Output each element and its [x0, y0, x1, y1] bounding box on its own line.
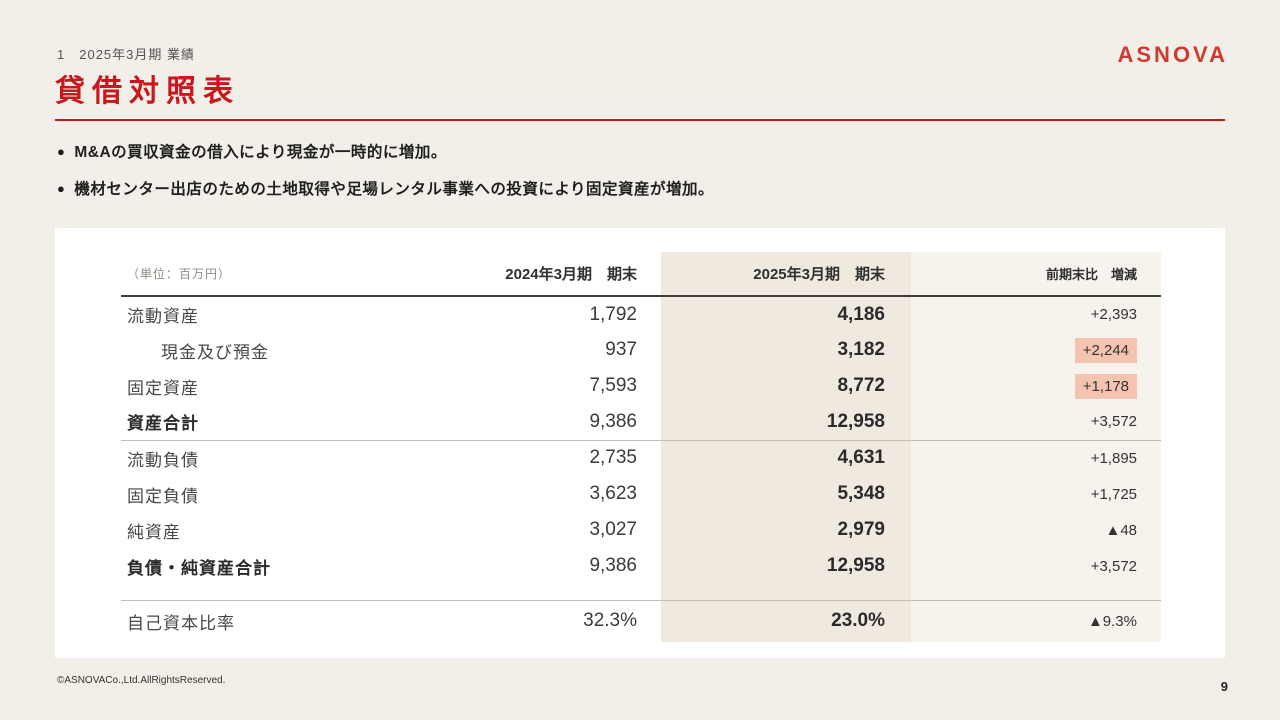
value-2025: 12,958 [661, 548, 911, 584]
value-diff: +3,572 [911, 404, 1161, 441]
table-row-equity-ratio: 自己資本比率 32.3% 23.0% ▲9.3% [121, 599, 1161, 642]
column-header-2025: 2025年3月期 期末 [661, 252, 911, 297]
value-2024: 7,593 [589, 375, 637, 396]
spacer-row [121, 584, 1161, 600]
value-2024: 2,735 [589, 447, 637, 469]
value-2025: 4,186 [661, 296, 911, 332]
value-diff: +2,244 [911, 332, 1161, 368]
header-eyebrow: 1 2025年3月期 業績 [57, 47, 195, 62]
page-title: 貸借対照表 [55, 75, 240, 108]
page-number: 9 [1220, 679, 1228, 694]
value-diff: +3,572 [911, 548, 1161, 584]
row-label: 流動負債 [127, 450, 199, 470]
table-row-total-assets: 資産合計 9,386 12,958 +3,572 [121, 404, 1161, 441]
table-row-total-liabilities-net-assets: 負債・純資産合計 9,386 12,958 +3,572 [121, 548, 1161, 584]
bullet-item: M&Aの買収資金の借入により現金が一時的に増加。 [57, 140, 714, 162]
table-row-current-liabilities: 流動負債 2,735 4,631 +1,895 [121, 440, 1161, 476]
value-2024: 9,386 [446, 404, 661, 441]
diff-highlight: +2,244 [1074, 337, 1137, 363]
table-row-net-assets: 純資産 3,027 2,979 ▲48 [121, 512, 1161, 548]
value-2024: 3,027 [589, 519, 637, 540]
value-2024: 3,623 [589, 483, 637, 504]
value-diff: +1,895 [911, 440, 1161, 476]
row-label: 純資産 [127, 522, 181, 542]
unit-label: （単位：百万円） [121, 252, 446, 297]
table-header-row: （単位：百万円） 2024年3月期 期末 2025年3月期 期末 前期末比 増減 [121, 252, 1161, 297]
brand-logo: ASNOVA [1117, 42, 1228, 67]
value-2025: 8,772 [661, 368, 911, 404]
footer-copyright: ©ASNOVACo.,Ltd.AllRightsReserved. [57, 675, 226, 686]
value-2024: 937 [605, 339, 637, 360]
column-header-diff: 前期末比 増減 [911, 252, 1161, 297]
bullet-text: 機材センター出店のための土地取得や足場レンタル事業への投資により固定資産が増加。 [74, 181, 715, 198]
value-2025: 3,182 [661, 332, 911, 368]
table-row-cash-deposits: 現金及び預金 937 3,182 +2,244 [121, 332, 1161, 368]
table-row-current-assets: 流動資産 1,792 4,186 +2,393 [121, 296, 1161, 332]
row-label: 現金及び預金 [161, 342, 269, 362]
bullet-list: M&Aの買収資金の借入により現金が一時的に増加。 機材センター出店のための土地取… [57, 140, 714, 214]
bullet-item: 機材センター出店のための土地取得や足場レンタル事業への投資により固定資産が増加。 [57, 177, 714, 199]
table-row-fixed-liabilities: 固定負債 3,623 5,348 +1,725 [121, 476, 1161, 512]
value-2025: 4,631 [661, 440, 911, 476]
value-diff: ▲9.3% [911, 599, 1161, 642]
value-2025: 12,958 [661, 404, 911, 441]
value-2025: 5,348 [661, 476, 911, 512]
value-diff: +2,393 [911, 296, 1161, 332]
value-2025: 2,979 [661, 512, 911, 548]
table-row-fixed-assets: 固定資産 7,593 8,772 +1,178 [121, 368, 1161, 404]
value-diff: ▲48 [911, 512, 1161, 548]
value-2024: 32.3% [446, 599, 661, 642]
row-label: 固定資産 [127, 378, 199, 398]
diff-highlight: +1,178 [1074, 373, 1137, 399]
column-header-2024: 2024年3月期 期末 [446, 252, 661, 297]
row-label: 流動資産 [127, 307, 199, 326]
row-label: 資産合計 [121, 404, 446, 441]
row-label: 固定負債 [127, 486, 199, 506]
bullet-dot-icon [57, 144, 74, 161]
value-2024: 1,792 [589, 303, 637, 325]
balance-sheet-table: （単位：百万円） 2024年3月期 期末 2025年3月期 期末 前期末比 増減… [121, 252, 1161, 642]
bullet-text: M&Aの買収資金の借入により現金が一時的に増加。 [74, 144, 447, 161]
value-2025: 23.0% [661, 599, 911, 642]
row-label: 自己資本比率 [121, 599, 446, 642]
table-card: （単位：百万円） 2024年3月期 期末 2025年3月期 期末 前期末比 増減… [55, 228, 1225, 658]
title-divider [55, 119, 1225, 121]
value-diff: +1,178 [911, 368, 1161, 404]
value-2024: 9,386 [589, 555, 637, 576]
bullet-dot-icon [57, 181, 74, 198]
value-diff: +1,725 [911, 476, 1161, 512]
row-label: 負債・純資産合計 [127, 558, 271, 578]
